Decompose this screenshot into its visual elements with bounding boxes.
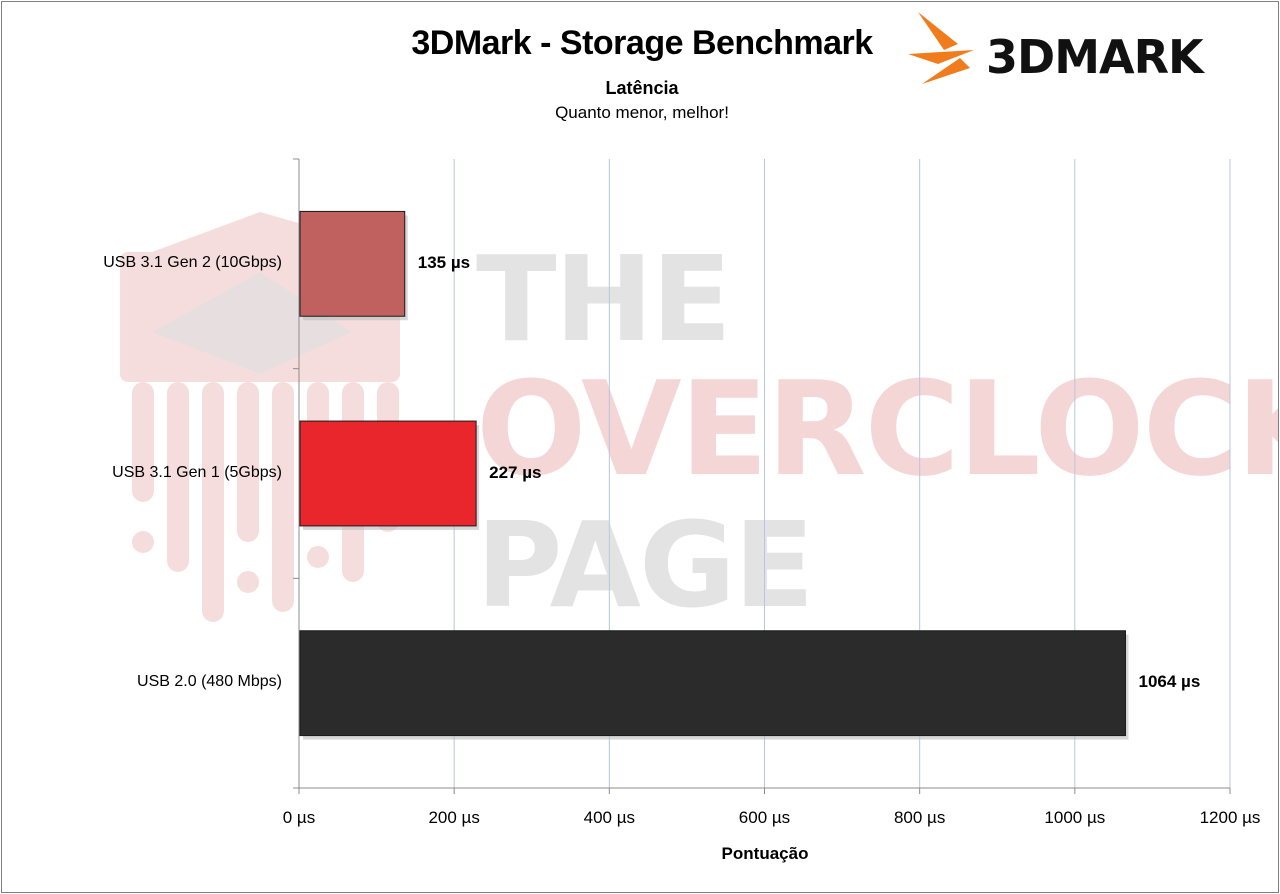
x-axis-title: Pontuação (721, 844, 809, 863)
bar (299, 630, 1126, 737)
bar-value-label: 1064 µs (1138, 672, 1201, 692)
bar (299, 420, 477, 527)
x-tick-label: 800 µs (893, 808, 946, 827)
x-tick-label: 0 µs (282, 808, 316, 827)
y-category-label: USB 2.0 (480 Mbps) (137, 673, 282, 691)
3dmark-logo-icon (908, 12, 974, 84)
y-category-label: USB 3.1 Gen 2 (10Gbps) (103, 253, 282, 271)
3dmark-logo-text: 3DMARK (986, 30, 1204, 84)
x-tick-label: 200 µs (428, 808, 480, 827)
chart-title: 3DMark - Storage Benchmark (411, 24, 873, 62)
y-category-label: USB 3.1 Gen 1 (5Gbps) (112, 463, 282, 481)
x-tick-label: 1200 µs (1199, 808, 1261, 827)
chart-subtitle-note: Quanto menor, melhor! (555, 103, 729, 122)
x-tick-label: 600 µs (738, 808, 791, 827)
watermark-line-3: PAGE (476, 496, 814, 634)
3dmark-logo: 3DMARK (908, 10, 1278, 88)
bar (299, 210, 406, 317)
x-tick-label: 400 µs (583, 808, 636, 827)
bar-value-label: 227 µs (489, 462, 542, 482)
bar-value-label: 135 µs (417, 252, 471, 272)
watermark-line-1: THE (476, 230, 732, 368)
x-tick-label: 1000 µs (1044, 808, 1106, 827)
chart-subtitle: Latência (605, 78, 679, 98)
